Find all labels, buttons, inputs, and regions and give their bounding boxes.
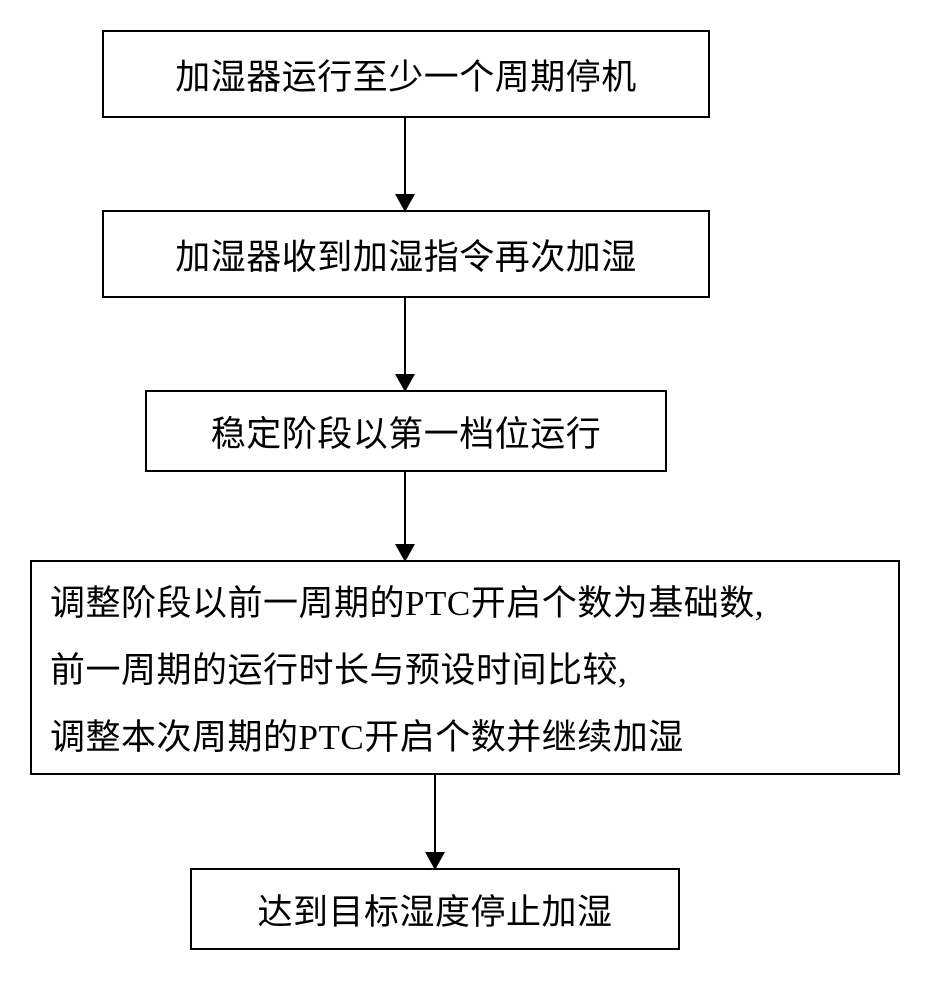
flow-node-2-text: 加湿器收到加湿指令再次加湿	[175, 229, 637, 280]
flow-node-1: 加湿器运行至少一个周期停机	[102, 30, 710, 118]
flow-node-3: 稳定阶段以第一档位运行	[145, 390, 667, 472]
flow-node-5: 达到目标湿度停止加湿	[190, 868, 680, 950]
flow-node-5-text: 达到目标湿度停止加湿	[257, 884, 612, 935]
flow-node-1-text: 加湿器运行至少一个周期停机	[175, 49, 637, 100]
flow-node-4-text-1: 调整阶段以前一周期的PTC开启个数为基础数,	[50, 575, 764, 626]
flow-node-4-text-2: 前一周期的运行时长与预设时间比较,	[50, 642, 627, 693]
flow-node-2: 加湿器收到加湿指令再次加湿	[102, 210, 710, 298]
flow-node-4: 调整阶段以前一周期的PTC开启个数为基础数, 前一周期的运行时长与预设时间比较,…	[30, 560, 900, 775]
flow-node-4-text-3: 调整本次周期的PTC开启个数并继续加湿	[50, 709, 684, 760]
flow-node-3-text: 稳定阶段以第一档位运行	[211, 406, 602, 457]
flowchart-canvas: 加湿器运行至少一个周期停机 加湿器收到加湿指令再次加湿 稳定阶段以第一档位运行 …	[0, 0, 942, 1000]
